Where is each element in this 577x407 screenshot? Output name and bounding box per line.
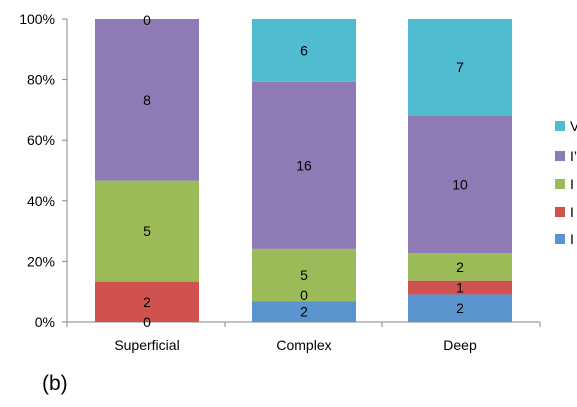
- bar-segment: [408, 19, 512, 116]
- legend-label: I’: [570, 148, 577, 164]
- data-label: 1: [456, 280, 464, 296]
- data-label: 5: [300, 267, 308, 283]
- bar-segment: [408, 115, 512, 254]
- data-label: 0: [300, 287, 308, 303]
- bar-segment: [252, 301, 356, 322]
- data-label: 2: [300, 304, 308, 320]
- bar-segment: [408, 280, 512, 295]
- legend-label: I: [570, 231, 574, 247]
- legend-swatch: [555, 151, 565, 161]
- data-label: 2: [456, 259, 464, 275]
- x-tick-label: Complex: [276, 337, 331, 353]
- bar-segment: [95, 19, 199, 181]
- bar-segment: [252, 248, 356, 302]
- data-label: 0: [143, 314, 151, 330]
- bar-segment: [408, 294, 512, 322]
- data-label: 8: [143, 92, 151, 108]
- bar-segment: [95, 281, 199, 322]
- y-tick-label: 60%: [27, 132, 55, 148]
- y-tick-label: 100%: [19, 11, 55, 27]
- legend-label: V: [570, 118, 577, 134]
- data-label: 16: [296, 157, 312, 173]
- legend-swatch: [555, 179, 565, 189]
- data-label: 7: [456, 59, 464, 75]
- x-tick-label: Superficial: [114, 337, 179, 353]
- data-label: 2: [143, 294, 151, 310]
- legend-swatch: [555, 121, 565, 131]
- legend-swatch: [555, 234, 565, 244]
- bar-segment: [408, 253, 512, 281]
- legend-label: I: [570, 204, 574, 220]
- bar-segment: [252, 19, 356, 82]
- y-tick-label: 0%: [35, 314, 55, 330]
- figure-caption: (b): [42, 372, 68, 395]
- y-tick-label: 40%: [27, 193, 55, 209]
- data-label: 10: [452, 176, 468, 192]
- data-label: 5: [143, 223, 151, 239]
- bar-segment: [252, 81, 356, 249]
- y-tick-label: 80%: [27, 72, 55, 88]
- bar-segment: [95, 180, 199, 282]
- data-label: 6: [300, 42, 308, 58]
- data-label: 0: [143, 12, 151, 28]
- legend-swatch: [555, 207, 565, 217]
- legend-label: I: [570, 176, 574, 192]
- data-label: 2: [456, 300, 464, 316]
- y-tick-label: 20%: [27, 253, 55, 269]
- x-tick-label: Deep: [443, 337, 477, 353]
